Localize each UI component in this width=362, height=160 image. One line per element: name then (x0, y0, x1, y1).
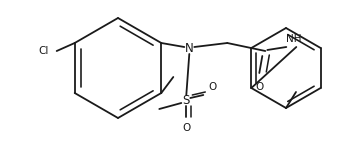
Text: O: O (255, 82, 264, 92)
Text: O: O (182, 123, 190, 133)
Text: S: S (182, 95, 190, 108)
Text: O: O (208, 82, 216, 92)
Text: N: N (185, 43, 194, 56)
Text: Cl: Cl (38, 46, 49, 56)
Text: NH: NH (286, 34, 301, 44)
